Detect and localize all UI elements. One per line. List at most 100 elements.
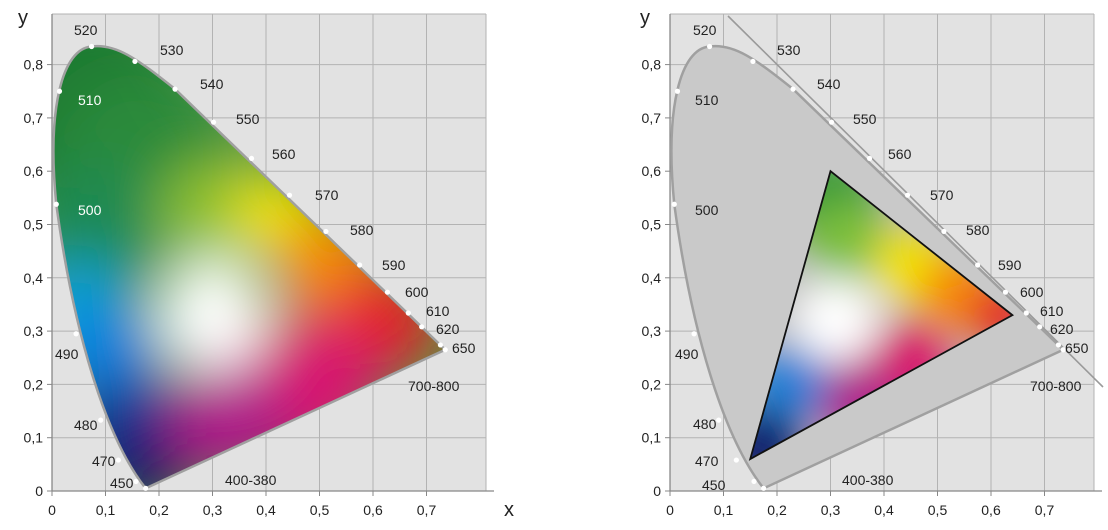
y-tick-label: 0,4 [642, 270, 662, 286]
wavelength-label: 480 [74, 417, 98, 433]
wavelength-label: 510 [695, 92, 719, 108]
locus-marker [1060, 347, 1066, 353]
locus-marker [733, 457, 739, 463]
y-tick-label: 0,7 [642, 110, 662, 126]
locus-marker [904, 192, 911, 198]
wavelength-label: 450 [110, 475, 134, 491]
locus-marker [716, 417, 722, 423]
locus-marker [210, 119, 217, 125]
y-axis-label: y [640, 7, 650, 29]
y-tick-label: 0,2 [24, 376, 44, 392]
wavelength-label: 620 [436, 321, 460, 337]
locus-marker [73, 331, 79, 337]
wavelength-label: 400-380 [842, 472, 894, 488]
y-tick-label: 0,6 [642, 163, 662, 179]
x-tick-label: 0,3 [821, 502, 841, 518]
wavelength-label: 520 [693, 22, 717, 38]
wavelength-label: 590 [998, 257, 1022, 273]
locus-marker [750, 58, 756, 65]
wavelength-label: 520 [74, 22, 98, 38]
locus-marker [828, 119, 835, 125]
x-tick-label: 0,5 [310, 502, 330, 518]
y-axis-label: y [18, 7, 28, 29]
wavelength-label: 510 [78, 92, 102, 108]
spectral-locus-outline [52, 44, 448, 490]
y-tick-label: 0,3 [642, 323, 662, 339]
locus-marker [751, 478, 757, 485]
y-tick-label: 0,7 [24, 110, 44, 126]
wavelength-label: 490 [675, 346, 699, 362]
x-tick-label: 0 [48, 502, 56, 518]
wavelength-label: 400-380 [225, 472, 277, 488]
x-tick-label: 0,1 [96, 502, 116, 518]
locus-marker [706, 43, 713, 50]
x-tick-label: 0,2 [149, 502, 169, 518]
color-blob [157, 158, 268, 269]
locus-marker [56, 88, 63, 94]
color-blob [750, 406, 803, 460]
locus-marker [790, 86, 796, 92]
right-chromaticity-diagram: 0 0,1 0,2 0,3 0,4 0,5 0,6 0,7 0 0,1 0,2 0,3 0,4 0,5 0,… [610, 0, 1108, 525]
gamut-triangle-outline [748, 169, 1015, 461]
x-tick-label: 0,4 [256, 502, 276, 518]
locus-marker [286, 192, 293, 198]
wavelength-label: 480 [693, 416, 717, 432]
y-tick-label: 0,5 [642, 217, 662, 233]
x-tick-label: 0 [666, 502, 674, 518]
wavelength-label: 470 [695, 453, 719, 469]
locus-marker [437, 342, 444, 348]
color-blob [185, 266, 262, 343]
y-tick-label: 0,8 [642, 57, 662, 73]
locus-marker [53, 201, 59, 207]
locus-marker [1037, 324, 1043, 330]
left-chart-svg: 0 0,1 0,2 0,3 0,4 0,5 0,6 0,7 0 0,1 0,2 0,3 0,4 0,5 0,… [18, 7, 514, 521]
color-blob [108, 429, 189, 489]
y-tick-label: 0,6 [24, 163, 44, 179]
x-tick-label: 0,7 [1035, 502, 1055, 518]
locus-marker [941, 228, 947, 235]
locus-marker [384, 289, 391, 295]
color-blob [806, 200, 887, 281]
y-tick-label: 0 [653, 483, 661, 499]
wavelength-label: 540 [817, 76, 841, 92]
wavelength-label: 560 [888, 146, 912, 162]
wavelength-label: 620 [1050, 321, 1074, 337]
wavelength-label: 650 [452, 340, 476, 356]
wavelength-label: 700-800 [408, 378, 460, 394]
y-tick-label: 0,3 [24, 323, 44, 339]
wavelength-label: 530 [160, 42, 184, 58]
x-tick-label: 0,1 [714, 502, 734, 518]
locus-marker [98, 417, 104, 423]
locus-marker [132, 58, 138, 65]
x-tick-label: 0,5 [928, 502, 948, 518]
locus-marker [1002, 289, 1009, 295]
wavelength-label: 590 [382, 257, 406, 273]
wavelength-label: 550 [236, 111, 260, 127]
locus-marker [691, 331, 697, 337]
wavelength-label: 570 [315, 187, 339, 203]
wavelength-label: 450 [702, 477, 726, 493]
locus-marker [248, 155, 255, 162]
wavelength-label: 540 [200, 76, 224, 92]
left-chromaticity-diagram: 0 0,1 0,2 0,3 0,4 0,5 0,6 0,7 0 0,1 0,2 0,3 0,4 0,5 0,… [0, 0, 520, 525]
x-axis-label: x [504, 499, 514, 521]
locus-marker [419, 324, 425, 330]
y-tick-label: 0 [35, 483, 43, 499]
locus-marker [357, 262, 363, 268]
right-chart-svg: 0 0,1 0,2 0,3 0,4 0,5 0,6 0,7 0 0,1 0,2 0,3 0,4 0,5 0,… [640, 7, 1104, 518]
locus-marker [143, 485, 149, 491]
locus-marker [761, 485, 767, 491]
x-tick-label: 0,4 [874, 502, 894, 518]
wavelength-label: 470 [92, 453, 116, 469]
color-blob [791, 287, 848, 344]
x-tick-label: 0,7 [417, 502, 437, 518]
x-tick-label: 0,3 [203, 502, 223, 518]
wavelength-label: 580 [350, 222, 374, 238]
y-tick-label: 0,1 [642, 430, 662, 446]
locus-marker [172, 86, 178, 92]
wavelength-label: 500 [695, 202, 719, 218]
wavelength-label: 550 [853, 111, 877, 127]
wavelength-label: 600 [1020, 284, 1044, 300]
wavelength-label: 650 [1065, 340, 1089, 356]
locus-marker [115, 457, 121, 463]
